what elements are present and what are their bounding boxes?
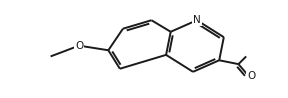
Text: O: O — [75, 41, 83, 51]
Text: N: N — [193, 15, 201, 25]
Text: O: O — [247, 71, 256, 81]
